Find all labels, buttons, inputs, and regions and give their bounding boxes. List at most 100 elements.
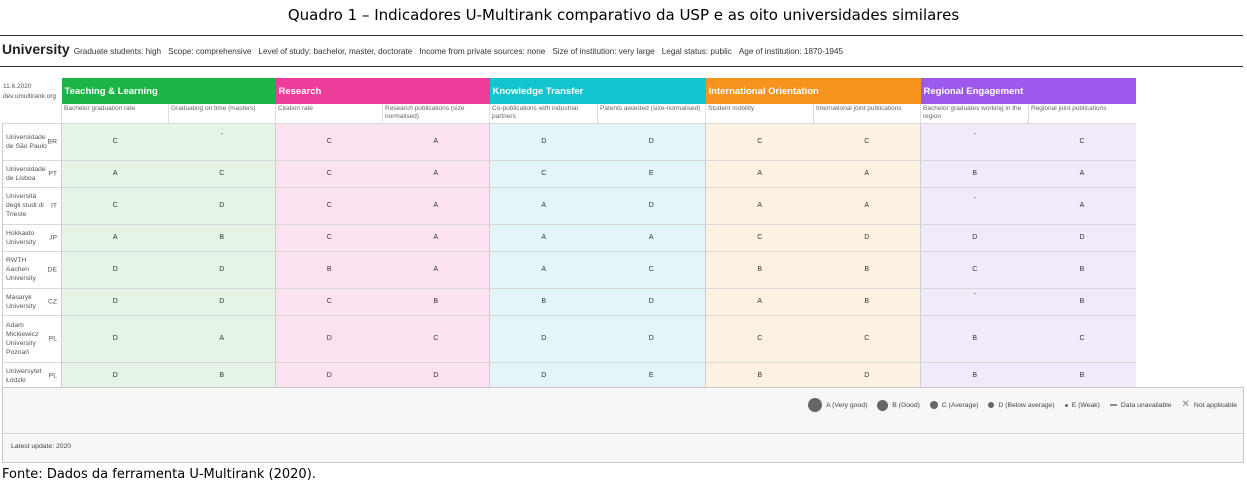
indicator-header[interactable]: Citation rate <box>275 104 383 123</box>
score-cell[interactable]: C <box>168 159 276 187</box>
score-cell[interactable]: C <box>275 287 383 315</box>
score-cell[interactable]: B <box>920 361 1029 389</box>
table-row[interactable]: Uniwersytet Łódzki PL D B D D D E B D B B <box>2 361 1136 389</box>
university-cell[interactable]: Masaryk University CZ <box>2 287 62 315</box>
score-cell[interactable]: D <box>597 186 706 224</box>
score-cell[interactable]: D <box>1028 223 1136 251</box>
score-cell[interactable]: B <box>920 314 1029 362</box>
score-cell[interactable]: C <box>1028 314 1136 362</box>
score-cell[interactable]: A <box>489 223 598 251</box>
score-cell[interactable]: B <box>705 361 814 389</box>
indicator-header[interactable]: Student mobility <box>705 104 814 123</box>
score-cell[interactable]: B <box>813 250 921 288</box>
indicator-header[interactable]: Research publications (size normalised) <box>382 104 490 123</box>
score-cell[interactable]: B <box>1028 361 1136 389</box>
score-cell[interactable]: C <box>489 159 598 187</box>
score-cell[interactable]: - <box>168 122 276 160</box>
filter-private-income[interactable]: Income from private sources: none <box>419 47 546 56</box>
university-cell[interactable]: RWTH Aachen University DE <box>2 250 62 288</box>
indicator-header[interactable]: Regional joint publications <box>1028 104 1136 123</box>
filter-legal-status[interactable]: Legal status: public <box>661 47 732 56</box>
score-cell[interactable]: D <box>61 287 169 315</box>
score-cell[interactable]: D <box>61 314 169 362</box>
score-cell[interactable]: B <box>1028 250 1136 288</box>
score-cell[interactable]: C <box>705 223 814 251</box>
university-cell[interactable]: Universidade de Lisboa PT <box>2 159 62 187</box>
score-cell[interactable]: D <box>489 361 598 389</box>
filter-scope[interactable]: Scope: comprehensive <box>168 47 252 56</box>
score-cell[interactable]: A <box>813 159 921 187</box>
score-cell[interactable]: A <box>1028 159 1136 187</box>
score-cell[interactable]: - <box>920 122 1029 160</box>
score-cell[interactable]: D <box>813 361 921 389</box>
filter-graduate-students[interactable]: Graduate students: high <box>73 47 162 56</box>
score-cell[interactable]: B <box>1028 287 1136 315</box>
score-cell[interactable]: D <box>275 314 383 362</box>
score-cell[interactable]: D <box>61 250 169 288</box>
score-cell[interactable]: C <box>597 250 706 288</box>
score-cell[interactable]: C <box>1028 122 1136 160</box>
score-cell[interactable]: - <box>920 287 1029 315</box>
score-cell[interactable]: B <box>489 287 598 315</box>
score-cell[interactable]: B <box>382 287 490 315</box>
indicator-header[interactable]: Bachelor graduation rate <box>61 104 169 123</box>
score-cell[interactable]: C <box>275 186 383 224</box>
table-row[interactable]: Adam Mickiewicz University Poznań PL D A D C D… <box>2 314 1136 362</box>
score-cell[interactable]: C <box>705 314 814 362</box>
score-cell[interactable]: D <box>920 223 1029 251</box>
score-cell[interactable]: A <box>489 186 598 224</box>
indicator-header[interactable]: Patents awarded (size-normalised) <box>597 104 706 123</box>
score-cell[interactable]: A <box>382 223 490 251</box>
score-cell[interactable]: B <box>705 250 814 288</box>
score-cell[interactable]: D <box>597 122 706 160</box>
score-cell[interactable]: A <box>489 250 598 288</box>
score-cell[interactable]: D <box>168 186 276 224</box>
score-cell[interactable]: B <box>920 159 1029 187</box>
table-row[interactable]: Masaryk University CZ D D C B B D A B - B <box>2 287 1136 315</box>
table-row[interactable]: Universidade de São Paulo BR C - C A D D C C - C <box>2 122 1136 160</box>
score-cell[interactable]: C <box>61 186 169 224</box>
score-cell[interactable]: C <box>705 122 814 160</box>
score-cell[interactable]: B <box>275 250 383 288</box>
score-cell[interactable]: D <box>813 223 921 251</box>
score-cell[interactable]: B <box>168 361 276 389</box>
score-cell[interactable]: A <box>61 159 169 187</box>
score-cell[interactable]: E <box>597 159 706 187</box>
score-cell[interactable]: D <box>489 122 598 160</box>
indicator-header[interactable]: Graduating on time (masters) <box>168 104 276 123</box>
score-cell[interactable]: E <box>597 361 706 389</box>
score-cell[interactable]: A <box>705 287 814 315</box>
indicator-header[interactable]: Co-publications with industrial partners <box>489 104 598 123</box>
score-cell[interactable]: C <box>275 122 383 160</box>
table-row[interactable]: Universidade de Lisboa PT A C C A C E A A B A <box>2 159 1136 187</box>
score-cell[interactable]: C <box>813 314 921 362</box>
score-cell[interactable]: A <box>1028 186 1136 224</box>
score-cell[interactable]: A <box>382 186 490 224</box>
score-cell[interactable]: A <box>597 223 706 251</box>
table-row[interactable]: Università degli studi di Trieste IT C D C A A… <box>2 186 1136 224</box>
university-cell[interactable]: Hokkaido University JP <box>2 223 62 251</box>
score-cell[interactable]: D <box>275 361 383 389</box>
filter-size[interactable]: Size of institution: very large <box>552 47 655 56</box>
score-cell[interactable]: A <box>705 186 814 224</box>
score-cell[interactable]: C <box>382 314 490 362</box>
score-cell[interactable]: D <box>168 287 276 315</box>
score-cell[interactable]: - <box>920 186 1029 224</box>
score-cell[interactable]: A <box>705 159 814 187</box>
indicator-header[interactable]: International joint publications <box>813 104 921 123</box>
filter-level-of-study[interactable]: Level of study: bachelor, master, doctor… <box>258 47 413 56</box>
score-cell[interactable]: C <box>920 250 1029 288</box>
score-cell[interactable]: A <box>61 223 169 251</box>
score-cell[interactable]: D <box>168 250 276 288</box>
score-cell[interactable]: A <box>168 314 276 362</box>
score-cell[interactable]: D <box>489 314 598 362</box>
score-cell[interactable]: C <box>275 159 383 187</box>
score-cell[interactable]: A <box>813 186 921 224</box>
filter-age[interactable]: Age of institution: 1870-1945 <box>738 47 844 56</box>
university-cell[interactable]: Università degli studi di Trieste IT <box>2 186 62 224</box>
score-cell[interactable]: D <box>61 361 169 389</box>
score-cell[interactable]: C <box>275 223 383 251</box>
score-cell[interactable]: D <box>597 314 706 362</box>
university-cell[interactable]: Universidade de São Paulo BR <box>2 122 62 160</box>
indicator-header[interactable]: Bachelor graduates working in the region <box>920 104 1029 123</box>
